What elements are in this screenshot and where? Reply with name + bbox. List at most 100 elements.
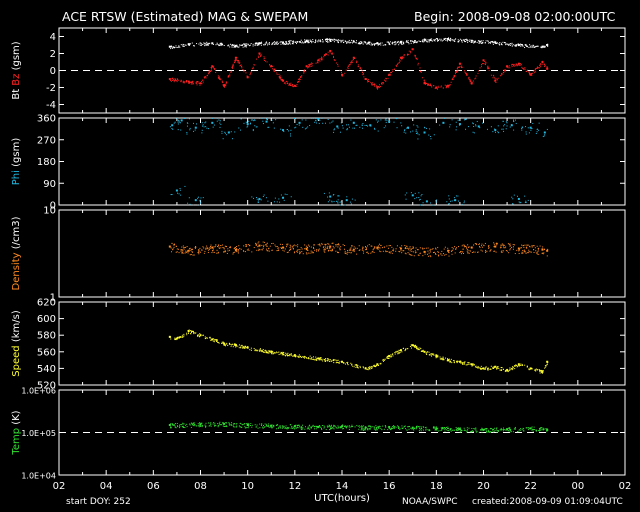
- scatter-dot: [323, 192, 325, 194]
- scatter-dot: [524, 244, 526, 246]
- scatter-dot: [205, 248, 207, 250]
- scatter-dot: [525, 43, 527, 45]
- scatter-dot: [482, 122, 484, 124]
- scatter-dot: [333, 55, 335, 57]
- scatter-dot: [358, 425, 360, 427]
- scatter-dot: [311, 42, 313, 44]
- scatter-dot: [378, 87, 380, 89]
- scatter-dot: [286, 354, 288, 356]
- scatter-dot: [372, 43, 374, 45]
- scatter-dot: [231, 45, 233, 47]
- scatter-dot: [223, 251, 225, 253]
- scatter-dot: [519, 429, 521, 431]
- scatter-dot: [492, 428, 494, 430]
- scatter-dot: [268, 350, 270, 352]
- data-point: [529, 73, 532, 76]
- scatter-dot: [384, 358, 386, 360]
- scatter-dot: [416, 41, 418, 43]
- scatter-dot: [463, 429, 465, 431]
- scatter-dot: [312, 358, 314, 360]
- scatter-dot: [374, 246, 376, 248]
- scatter-dot: [501, 252, 503, 254]
- scatter-dot: [457, 246, 459, 248]
- scatter-dot: [494, 80, 496, 82]
- scatter-dot: [344, 252, 346, 254]
- scatter-dot: [496, 244, 498, 246]
- scatter-dot: [297, 425, 299, 427]
- scatter-dot: [225, 134, 227, 136]
- scatter-dot: [369, 366, 371, 368]
- scatter-dot: [336, 359, 338, 361]
- scatter-dot: [245, 46, 247, 48]
- scatter-dot: [368, 43, 370, 45]
- scatter-dot: [514, 427, 516, 429]
- scatter-dot: [234, 60, 236, 62]
- scatter-dot: [272, 426, 274, 428]
- scatter-dot: [258, 250, 260, 252]
- scatter-dot: [504, 369, 506, 371]
- scatter-dot: [350, 203, 352, 205]
- scatter-dot: [269, 425, 271, 427]
- y-tick-label: 1: [50, 293, 56, 304]
- scatter-dot: [304, 70, 306, 72]
- scatter-dot: [392, 355, 394, 357]
- scatter-dot: [441, 254, 443, 256]
- scatter-dot: [505, 121, 507, 123]
- scatter-dot: [303, 355, 305, 357]
- scatter-dot: [286, 244, 288, 246]
- scatter-dot: [192, 330, 194, 332]
- scatter-dot: [352, 59, 354, 61]
- scatter-dot: [190, 330, 192, 332]
- scatter-dot: [522, 45, 524, 47]
- scatter-dot: [208, 72, 210, 74]
- scatter-dot: [422, 39, 424, 41]
- scatter-dot: [206, 74, 208, 76]
- scatter-dot: [460, 361, 462, 363]
- scatter-dot: [412, 246, 414, 248]
- scatter-dot: [535, 250, 537, 252]
- scatter-dot: [170, 251, 172, 253]
- scatter-dot: [359, 365, 361, 367]
- scatter-dot: [238, 347, 240, 349]
- scatter-dot: [478, 40, 480, 42]
- scatter-dot: [337, 201, 339, 203]
- scatter-dot: [388, 357, 390, 359]
- scatter-dot: [310, 427, 312, 429]
- scatter-dot: [309, 252, 311, 254]
- scatter-dot: [328, 243, 330, 245]
- scatter-dot: [430, 40, 432, 42]
- scatter-dot: [245, 45, 247, 47]
- scatter-dot: [521, 129, 523, 131]
- scatter-dot: [385, 118, 387, 120]
- scatter-dot: [357, 43, 359, 45]
- scatter-dot: [501, 369, 503, 371]
- scatter-dot: [480, 368, 482, 370]
- scatter-dot: [389, 245, 391, 247]
- scatter-dot: [233, 426, 235, 428]
- scatter-dot: [450, 39, 452, 41]
- scatter-dot: [250, 43, 252, 45]
- scatter-dot: [425, 247, 427, 249]
- scatter-dot: [284, 427, 286, 429]
- data-point: [258, 197, 261, 200]
- scatter-dot: [192, 83, 194, 85]
- data-point: [423, 131, 426, 134]
- scatter-dot: [464, 429, 466, 431]
- scatter-dot: [539, 429, 541, 431]
- scatter-dot: [177, 129, 179, 131]
- scatter-dot: [252, 67, 254, 69]
- scatter-dot: [347, 124, 349, 126]
- scatter-dot: [213, 67, 215, 69]
- scatter-dot: [414, 252, 416, 254]
- scatter-dot: [464, 38, 466, 40]
- scatter-dot: [546, 363, 548, 365]
- scatter-dot: [336, 244, 338, 246]
- scatter-dot: [460, 251, 462, 253]
- scatter-dot: [334, 128, 336, 130]
- scatter-dot: [411, 250, 413, 252]
- scatter-dot: [294, 354, 296, 356]
- scatter-dot: [288, 82, 290, 84]
- scatter-dot: [194, 246, 196, 248]
- scatter-dot: [535, 45, 537, 47]
- scatter-dot: [416, 57, 418, 59]
